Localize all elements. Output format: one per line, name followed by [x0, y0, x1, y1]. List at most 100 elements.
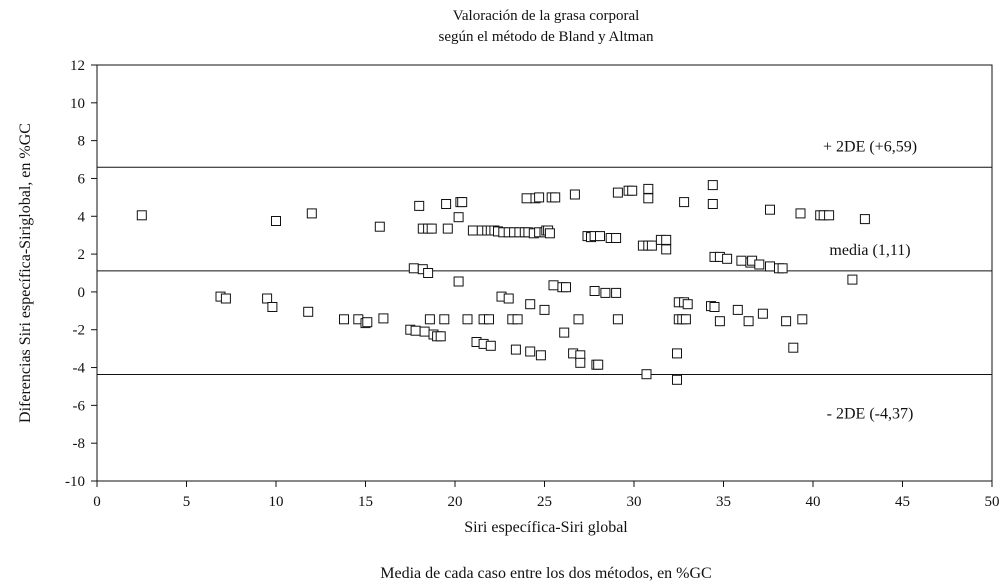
data-point — [714, 316, 725, 327]
data-point — [589, 286, 600, 296]
data-point — [781, 316, 792, 327]
reference-line-label: media (1,11) — [829, 242, 910, 259]
y-tick-label: 4 — [78, 209, 86, 225]
data-point — [595, 231, 605, 242]
chart-subtitle: según el método de Bland y Altman — [439, 29, 654, 45]
data-point — [410, 325, 421, 336]
data-point — [593, 359, 604, 370]
data-point — [512, 314, 523, 325]
data-point — [408, 263, 419, 274]
data-point — [534, 192, 545, 203]
data-point — [439, 314, 450, 325]
y-axis-label: Diferencias Siri específica-Siriglobal, … — [17, 123, 34, 423]
data-point — [539, 304, 550, 315]
data-point — [136, 210, 147, 221]
data-point — [467, 225, 478, 236]
data-point — [643, 193, 654, 204]
data-point — [559, 327, 570, 338]
data-point — [220, 293, 231, 304]
x-tick-label: 35 — [716, 494, 731, 510]
x-tick-label: 30 — [627, 494, 642, 510]
data-point — [627, 185, 638, 196]
data-point — [641, 369, 652, 380]
data-point — [378, 313, 389, 324]
x-axis-label: Siri específica-Siri global — [464, 519, 628, 536]
data-point — [672, 348, 682, 359]
y-tick-label: -8 — [73, 436, 86, 452]
x-tick-label: 50 — [985, 494, 1000, 510]
data-point — [306, 208, 317, 219]
data-point — [484, 314, 494, 325]
data-point — [442, 223, 453, 234]
data-point — [661, 244, 672, 255]
x-tick-label: 40 — [806, 494, 821, 510]
x-tick-label: 5 — [183, 494, 191, 510]
data-point — [521, 193, 532, 204]
reference-line-label: + 2DE (+6,59) — [823, 138, 917, 155]
y-tick-label: 2 — [78, 247, 86, 263]
data-point — [525, 299, 536, 310]
data-point — [426, 223, 437, 234]
data-point — [765, 261, 775, 272]
data-point — [414, 200, 425, 211]
data-points — [136, 180, 870, 385]
data-point — [485, 340, 496, 351]
data-point — [765, 204, 775, 215]
data-point — [679, 197, 690, 208]
data-point — [303, 306, 314, 317]
x-tick-label: 10 — [269, 494, 284, 510]
data-point — [707, 180, 718, 191]
data-point — [569, 189, 580, 200]
data-point — [575, 357, 586, 368]
x-tick-label: 25 — [537, 494, 552, 510]
data-point — [707, 199, 718, 209]
data-point — [457, 197, 468, 208]
y-tick-label: 0 — [78, 285, 86, 301]
data-point — [795, 208, 806, 219]
data-point — [453, 212, 464, 223]
data-point — [732, 304, 743, 315]
data-point — [267, 302, 278, 312]
data-point — [611, 287, 622, 298]
data-point — [510, 344, 521, 355]
data-point — [736, 255, 747, 266]
data-point — [777, 263, 788, 274]
data-point — [709, 302, 720, 312]
data-point — [535, 350, 546, 361]
data-point — [362, 317, 373, 328]
data-point — [441, 199, 452, 209]
data-point — [262, 293, 273, 304]
y-tick-label: -2 — [73, 323, 86, 339]
data-point — [435, 331, 446, 342]
data-point — [561, 282, 571, 293]
data-point — [462, 314, 473, 325]
chart-title: Valoración de la grasa corporal — [453, 8, 640, 24]
data-point — [600, 287, 611, 298]
data-point — [824, 210, 835, 221]
data-point — [525, 346, 536, 357]
data-point — [612, 187, 623, 198]
y-tick-label: -4 — [73, 361, 86, 377]
data-point — [797, 314, 808, 325]
y-tick-label: 10 — [70, 96, 85, 112]
data-point — [271, 216, 281, 226]
data-point — [646, 240, 657, 251]
data-point — [423, 268, 434, 278]
data-point — [682, 299, 693, 310]
x-axis-ticks: 0 5 10 15 20 25 30 35 40 45 50 — [93, 481, 1000, 510]
data-point — [453, 276, 464, 287]
reference-line-label: - 2DE (-4,37) — [827, 406, 914, 423]
data-point — [548, 280, 559, 291]
plot-area — [96, 64, 993, 482]
data-point — [573, 314, 584, 325]
chart-caption: Media de cada caso entre los dos métodos… — [380, 565, 711, 582]
data-point — [503, 293, 514, 304]
y-tick-label: 12 — [70, 58, 85, 74]
y-axis-ticks: 12 10 8 6 4 2 0 -2 -4 -6 -8 -10 — [65, 58, 97, 490]
data-point — [339, 314, 349, 325]
y-tick-label: 8 — [78, 134, 86, 150]
data-point — [859, 214, 870, 225]
data-point — [743, 316, 754, 327]
data-point — [680, 314, 691, 325]
